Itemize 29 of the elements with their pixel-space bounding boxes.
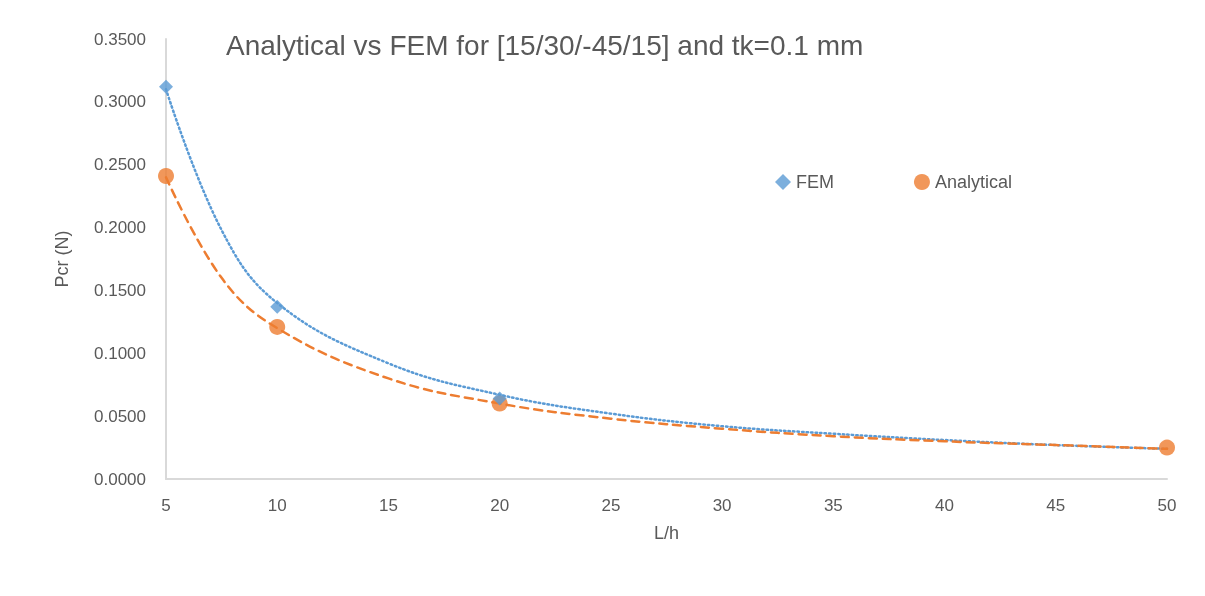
point [492,391,507,406]
y-tick-label: 0.1500 [94,280,146,300]
x-tick-label: 35 [823,496,843,515]
point [270,299,285,314]
point [158,168,174,185]
legend-label: Analytical [934,172,1013,192]
point [269,318,286,335]
x-tick-label: 20 [490,496,510,515]
y-tick-label: 0.2000 [94,218,146,238]
x-tick-label: 30 [712,496,732,515]
y-tick-label: 0.2500 [94,155,146,175]
chart-title: Analytical vs FEM for [15/30/-45/15] and tk=0.1 mm [226,29,864,61]
y-tick-label: 0.3000 [94,92,146,112]
x-tick-label: 40 [935,496,955,515]
x-tick-label: 15 [378,496,398,515]
point [159,79,173,94]
legend-label: FEM [795,172,834,192]
y-tick-label: 0.0500 [94,406,146,426]
point [1159,439,1175,456]
y-tick-label: 0.3500 [94,29,146,49]
x-tick-label: 25 [601,496,621,515]
x-tick-label: 50 [1157,496,1177,515]
y-axis-title: Pcr (N) [52,230,72,288]
x-tick-label: 45 [1046,496,1066,515]
x-axis-title: L/h [653,523,680,543]
x-tick-label: 5 [161,496,171,515]
x-tick-label: 10 [267,496,287,515]
y-tick-label: 0.1000 [94,343,146,363]
y-tick-label: 0.0000 [94,469,146,489]
